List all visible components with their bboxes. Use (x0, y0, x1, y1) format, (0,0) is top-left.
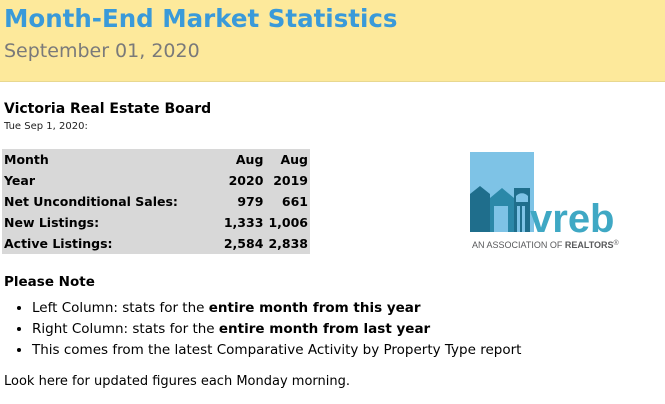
vreb-logo: vreb AN ASSOCIATION OF REALTORS® (466, 150, 646, 255)
note-list: Left Column: stats for the entire month … (16, 298, 521, 361)
note-heading: Please Note (4, 274, 95, 290)
stats-label: Month (4, 152, 49, 167)
stats-row: Net Unconditional Sales: 979 661 (2, 191, 310, 212)
note-item: Right Column: stats for the entire month… (32, 319, 521, 340)
stats-value-current: 1,333 (223, 215, 264, 230)
stats-row: Year 2020 2019 (2, 170, 310, 191)
stats-value-current: 2,584 (223, 236, 264, 251)
stats-value-previous: 1,006 (268, 215, 308, 230)
note-item-emphasis: entire month from last year (218, 321, 431, 337)
stats-value-previous: Aug (280, 152, 308, 167)
note-item: Left Column: stats for the entire month … (32, 298, 521, 319)
note-item: This comes from the latest Comparative A… (32, 340, 521, 361)
logo-tagline: AN ASSOCIATION OF REALTORS® (472, 239, 620, 250)
stats-value-current: Aug (235, 152, 264, 167)
stats-label: Active Listings: (4, 236, 113, 251)
report-date: September 01, 2020 (4, 40, 200, 62)
board-name: Victoria Real Estate Board (4, 101, 212, 117)
stats-label: New Listings: (4, 215, 100, 230)
logo-wordmark: vreb (530, 197, 615, 241)
stats-value-previous: 661 (281, 194, 308, 209)
stats-value-current: 979 (237, 194, 264, 209)
vreb-logo-graphic: vreb AN ASSOCIATION OF REALTORS® (470, 152, 620, 250)
stats-table: Month Aug Aug Year 2020 2019 Net Unconditional… (2, 149, 310, 254)
header-banner: Month-End Market Statistics September 01… (0, 0, 665, 82)
page-title: Month-End Market Statistics (4, 4, 398, 33)
stats-row: Active Listings: 2,584 2,838 (2, 233, 310, 254)
note-item-text: Left Column: stats for the (32, 300, 209, 316)
stats-row: New Listings: 1,333 1,006 (2, 212, 310, 233)
as-of-date: Tue Sep 1, 2020: (4, 121, 88, 132)
footer-note: Look here for updated figures each Monda… (4, 374, 350, 389)
stats-label: Net Unconditional Sales: (4, 194, 178, 209)
note-item-text: This comes from the latest Comparative A… (32, 342, 522, 358)
stats-label: Year (4, 173, 35, 188)
note-item-emphasis: entire month from this year (208, 300, 421, 316)
stats-value-previous: 2019 (273, 173, 308, 188)
stats-value-previous: 2,838 (268, 236, 308, 251)
stats-value-current: 2020 (228, 173, 264, 188)
note-item-text: Right Column: stats for the (32, 321, 219, 337)
stats-row: Month Aug Aug (2, 149, 310, 170)
